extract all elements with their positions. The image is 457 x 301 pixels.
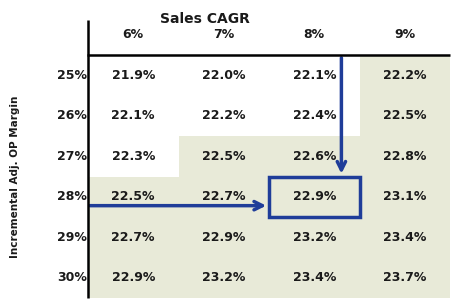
Bar bbox=[179, 136, 269, 176]
Bar bbox=[179, 257, 269, 298]
Bar bbox=[88, 217, 179, 257]
Bar bbox=[360, 257, 450, 298]
Text: 23.4%: 23.4% bbox=[292, 271, 336, 284]
Text: 22.0%: 22.0% bbox=[202, 69, 245, 82]
Text: 8%: 8% bbox=[304, 29, 325, 42]
Text: 9%: 9% bbox=[394, 29, 415, 42]
Text: 21.9%: 21.9% bbox=[112, 69, 155, 82]
Text: 23.1%: 23.1% bbox=[383, 190, 426, 203]
Text: 29%: 29% bbox=[57, 231, 87, 244]
Text: 22.2%: 22.2% bbox=[202, 109, 245, 122]
Bar bbox=[179, 95, 269, 136]
Bar bbox=[360, 136, 450, 176]
Text: Incremental Adj. OP Margin: Incremental Adj. OP Margin bbox=[10, 95, 20, 258]
Bar bbox=[88, 176, 179, 217]
Bar bbox=[360, 176, 450, 217]
Bar bbox=[360, 217, 450, 257]
Text: 7%: 7% bbox=[213, 29, 234, 42]
Text: 22.1%: 22.1% bbox=[292, 69, 336, 82]
Bar bbox=[269, 95, 360, 136]
Bar bbox=[88, 257, 179, 298]
Text: 23.4%: 23.4% bbox=[383, 231, 426, 244]
Bar bbox=[179, 176, 269, 217]
Bar bbox=[88, 136, 179, 176]
Text: Sales CAGR: Sales CAGR bbox=[160, 12, 250, 26]
Text: 23.2%: 23.2% bbox=[202, 271, 245, 284]
Text: 22.7%: 22.7% bbox=[112, 231, 155, 244]
Bar bbox=[88, 55, 179, 95]
Bar bbox=[269, 55, 360, 95]
Bar bbox=[179, 217, 269, 257]
Text: 22.5%: 22.5% bbox=[383, 109, 426, 122]
Text: 23.7%: 23.7% bbox=[383, 271, 426, 284]
Bar bbox=[269, 217, 360, 257]
Bar bbox=[88, 95, 179, 136]
Bar bbox=[179, 55, 269, 95]
Text: 23.2%: 23.2% bbox=[292, 231, 336, 244]
Text: 27%: 27% bbox=[57, 150, 87, 163]
Bar bbox=[269, 257, 360, 298]
Text: 6%: 6% bbox=[122, 29, 144, 42]
Text: 22.5%: 22.5% bbox=[202, 150, 245, 163]
Bar bbox=[269, 176, 360, 217]
Bar bbox=[360, 55, 450, 95]
Bar bbox=[360, 95, 450, 136]
Text: 22.7%: 22.7% bbox=[202, 190, 245, 203]
Text: 22.4%: 22.4% bbox=[292, 109, 336, 122]
Text: 30%: 30% bbox=[57, 271, 87, 284]
Text: 22.5%: 22.5% bbox=[112, 190, 155, 203]
Text: 25%: 25% bbox=[57, 69, 87, 82]
Bar bbox=[269, 176, 360, 217]
Text: 22.6%: 22.6% bbox=[292, 150, 336, 163]
Text: 28%: 28% bbox=[57, 190, 87, 203]
Text: 22.9%: 22.9% bbox=[112, 271, 155, 284]
Text: 22.9%: 22.9% bbox=[292, 190, 336, 203]
Text: 26%: 26% bbox=[57, 109, 87, 122]
Text: 22.9%: 22.9% bbox=[202, 231, 245, 244]
Text: 22.1%: 22.1% bbox=[112, 109, 155, 122]
Text: 22.2%: 22.2% bbox=[383, 69, 426, 82]
Text: 22.8%: 22.8% bbox=[383, 150, 426, 163]
Bar bbox=[269, 136, 360, 176]
Text: 22.3%: 22.3% bbox=[112, 150, 155, 163]
